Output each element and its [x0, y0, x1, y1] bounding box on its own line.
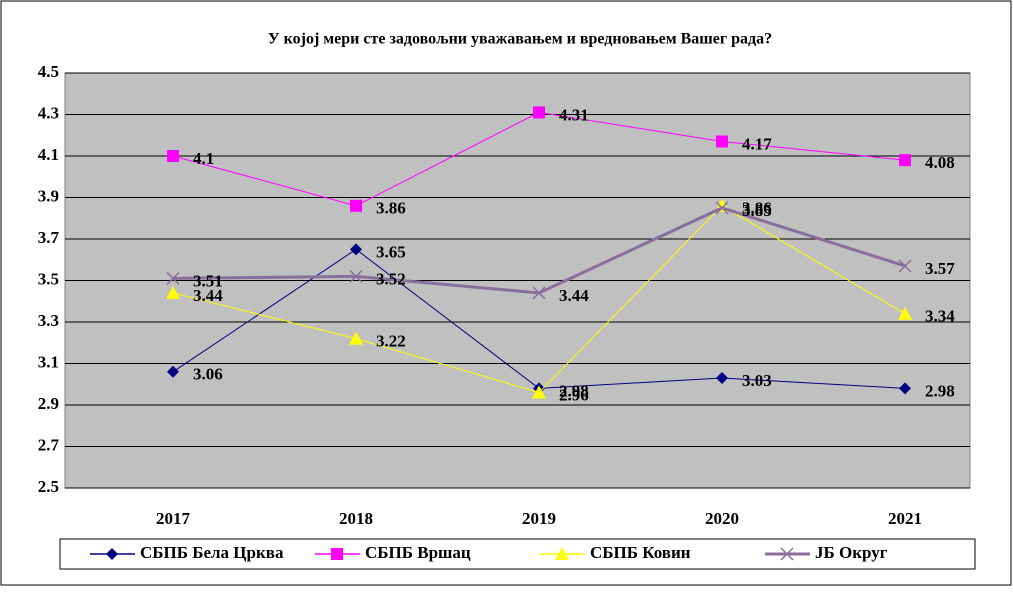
- y-tick-label: 4.3: [38, 103, 59, 122]
- data-label: 3.03: [742, 371, 772, 390]
- x-tick-label: 2020: [705, 509, 739, 528]
- y-tick-label: 2.5: [38, 477, 59, 496]
- data-label: 4.31: [559, 105, 589, 124]
- legend-marker: [106, 548, 118, 560]
- point-marker: [349, 269, 363, 283]
- point-marker: [167, 365, 179, 378]
- data-label: 3.44: [559, 286, 589, 305]
- y-tick-label: 3.1: [38, 352, 59, 371]
- legend-box: [59, 538, 976, 570]
- data-label: 2.96: [559, 385, 589, 404]
- x-tick-label: 2019: [522, 509, 556, 528]
- data-label: 2.98: [925, 381, 955, 400]
- x-tick-label: 2018: [339, 509, 373, 528]
- data-label: 3.22: [376, 332, 406, 351]
- data-label: 2.98: [559, 381, 589, 400]
- point-marker: [898, 259, 912, 273]
- legend-label: СБПБ Вршац: [365, 543, 471, 562]
- y-tick-label: 2.9: [38, 394, 59, 413]
- data-label: 3.34: [925, 307, 955, 326]
- point-marker: [898, 306, 912, 320]
- y-tick-label: 3.5: [38, 269, 59, 288]
- point-marker: [167, 150, 179, 162]
- chart-title: У којој мери сте задовољни уважавањем и …: [268, 31, 772, 48]
- data-label: 4.17: [742, 134, 772, 153]
- point-marker: [899, 382, 911, 395]
- point-marker: [350, 199, 362, 212]
- x-tick-label: 2017: [156, 509, 191, 528]
- data-label: 3.85: [742, 201, 772, 220]
- point-marker: [715, 201, 729, 215]
- point-marker: [350, 243, 362, 256]
- point-marker: [532, 385, 546, 399]
- y-tick-label: 4.1: [38, 145, 59, 164]
- data-label: 4.1: [193, 149, 214, 168]
- data-label: 3.51: [193, 271, 223, 290]
- data-label: 3.57: [925, 259, 955, 278]
- point-marker: [899, 154, 911, 167]
- point-marker: [716, 372, 728, 385]
- point-marker: [349, 331, 363, 345]
- legend-marker: [555, 547, 569, 560]
- y-tick-label: 3.7: [38, 228, 60, 247]
- y-tick-label: 3.9: [38, 186, 59, 205]
- data-label: 3.86: [376, 199, 406, 218]
- legend-marker: [331, 548, 343, 560]
- y-tick-label: 3.3: [38, 311, 59, 330]
- point-marker: [532, 286, 546, 300]
- point-marker: [166, 285, 180, 299]
- point-marker: [716, 135, 728, 148]
- x-tick-label: 2021: [888, 509, 922, 528]
- y-tick-label: 2.7: [38, 435, 60, 454]
- data-label: 3.44: [193, 286, 223, 305]
- data-label: 3.86: [742, 199, 772, 218]
- point-marker: [533, 106, 545, 119]
- data-label: 3.65: [376, 242, 406, 261]
- data-label: 3.52: [376, 269, 406, 288]
- point-marker: [166, 271, 180, 285]
- data-label: 4.08: [925, 153, 955, 172]
- legend-label: СБПБ Бела Црква: [140, 543, 284, 562]
- legend-label: ЈБ Округ: [815, 543, 888, 562]
- y-tick-label: 4.5: [38, 62, 59, 81]
- legend-label: СБПБ Ковин: [590, 543, 691, 562]
- legend-marker: [780, 547, 794, 561]
- data-label: 3.06: [193, 365, 223, 384]
